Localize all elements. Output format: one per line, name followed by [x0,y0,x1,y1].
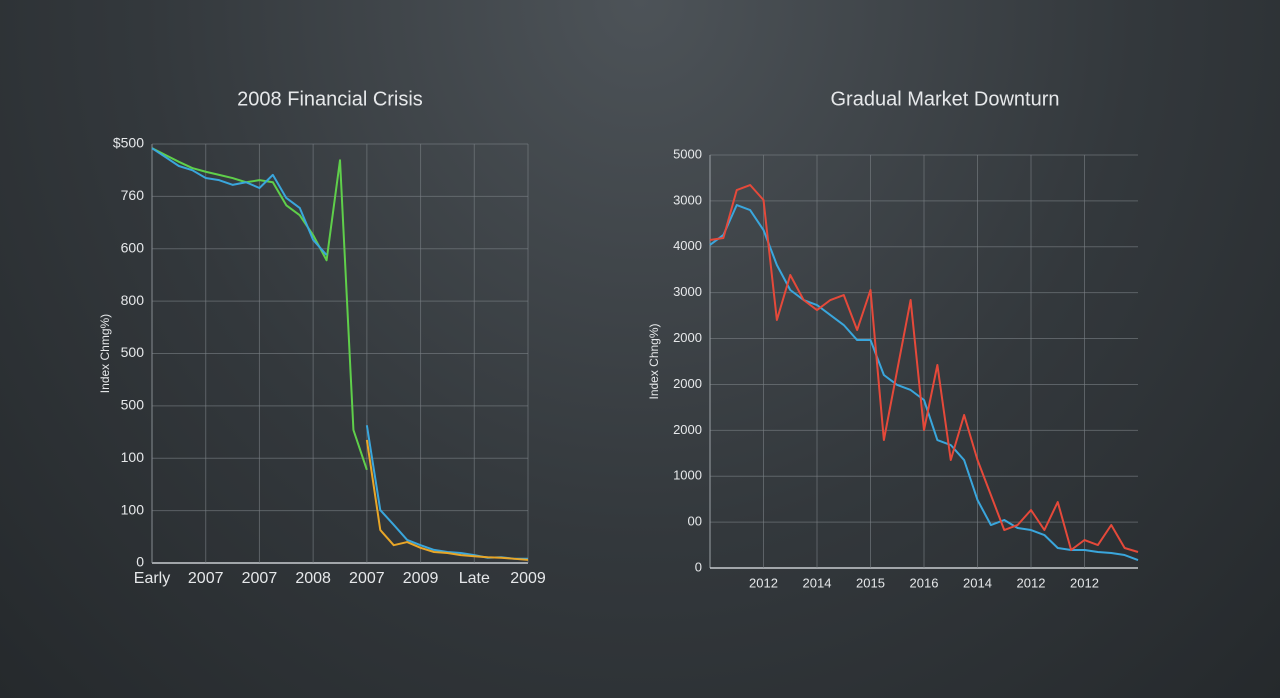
y-tick-label: 00 [688,514,702,529]
y-tick-label: 5000 [673,146,702,161]
line-series [365,425,528,560]
x-tick-label: 2012 [749,575,778,590]
y-tick-label: 2000 [673,422,702,437]
y-tick-label: 800 [121,292,145,308]
x-tick-label: 2014 [803,575,832,590]
x-tick-label: 2009 [403,570,439,587]
x-tick-label: Early [134,570,170,587]
x-tick-label: Late [459,570,490,587]
y-axis-label: Index Chmg%) [98,314,112,393]
y-tick-label: 0 [136,554,144,570]
y-tick-label: 0 [695,559,702,574]
y-tick-label: 100 [121,501,145,517]
line-series [151,147,328,256]
line-series [365,439,529,561]
y-tick-label: 760 [121,187,145,203]
y-tick-label: 2000 [673,330,702,345]
y-tick-label: 500 [121,397,145,413]
y-tick-label: 500 [121,344,145,360]
y-tick-label: 2000 [673,376,702,391]
y-tick-label: 100 [121,449,145,465]
x-tick-label: 2007 [349,570,385,587]
x-tick-label: 2016 [910,575,939,590]
y-tick-label: 3000 [673,284,702,299]
chart-title: 2008 Financial Crisis [237,88,423,110]
y-tick-label: 3000 [673,192,702,207]
line-series [709,204,1139,561]
y-tick-label: 4000 [673,238,702,253]
chart-title: Gradual Market Downturn [831,88,1060,110]
y-tick-label: 1000 [673,468,702,483]
x-tick-label: 2007 [188,570,224,587]
x-tick-label: 2008 [295,570,331,587]
x-tick-label: 2007 [242,570,278,587]
x-tick-label: 2012 [1070,575,1099,590]
x-tick-label: 2014 [963,575,992,590]
x-tick-label: 2009 [510,570,546,587]
y-axis-label: Index Chng%) [647,323,661,399]
line-series [151,147,368,471]
y-tick-label: 600 [121,239,145,255]
x-tick-label: 2015 [856,575,885,590]
line-series [709,184,1139,553]
y-tick-label: $500 [113,135,144,151]
x-tick-label: 2012 [1017,575,1046,590]
